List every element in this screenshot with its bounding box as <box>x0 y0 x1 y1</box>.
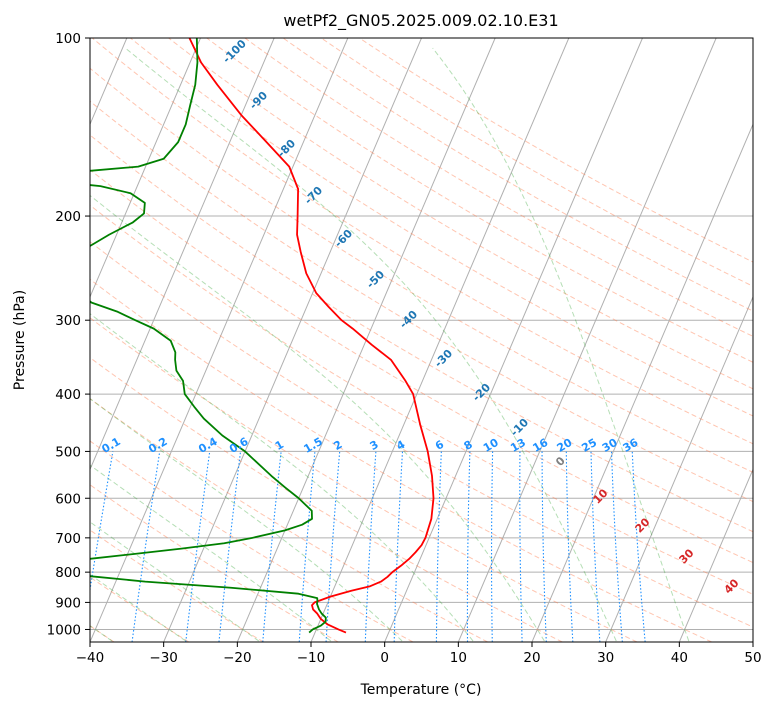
moist-adiabat-line <box>90 398 403 642</box>
x-tick-label: −10 <box>297 650 326 666</box>
dry-adiabat-line <box>90 100 753 503</box>
mixing-ratio-line <box>565 451 574 642</box>
dry-adiabat-line <box>90 440 414 642</box>
moist-adiabat-line <box>90 464 332 642</box>
dry-adiabat-line <box>90 169 753 564</box>
mixing-ratio-line <box>466 451 471 642</box>
y-axis-label: Pressure (hPa) <box>12 290 28 390</box>
mixing-ratio-line <box>491 451 494 642</box>
isotherm-line <box>384 38 643 642</box>
y-tick-label: 100 <box>55 31 81 47</box>
dewpoint-profile-line <box>90 38 327 634</box>
x-tick-label: −20 <box>223 650 252 666</box>
mixing-ratio-line <box>325 451 341 642</box>
x-tick-label: 0 <box>380 650 389 666</box>
y-tick-label: 500 <box>55 444 81 460</box>
plot-frame <box>89 37 754 643</box>
dry-adiabat-line <box>359 38 753 263</box>
x-tick-label: 50 <box>744 650 761 666</box>
isotherm-line <box>531 123 753 642</box>
dry-adiabat-line <box>90 529 264 642</box>
y-tick-label: 200 <box>55 209 81 225</box>
y-tick-label: 600 <box>55 491 81 507</box>
plot-area <box>90 38 753 642</box>
isotherm-line <box>90 38 275 471</box>
x-tick-label: −40 <box>76 650 105 666</box>
y-tick-label: 1000 <box>47 622 81 638</box>
mixing-ratio-line <box>298 451 316 642</box>
mixing-ratio-line <box>631 451 646 642</box>
moist-adiabat-line <box>90 194 545 642</box>
y-tick-label: 800 <box>55 565 81 581</box>
dry-adiabat-line <box>130 38 753 417</box>
sounding-profiles <box>90 38 435 634</box>
mixing-ratio-line <box>218 451 242 642</box>
dry-adiabat-line <box>244 38 753 337</box>
x-axis-label: Temperature (°C) <box>360 682 482 698</box>
moist-adiabat-line <box>90 573 187 642</box>
mixing-ratio-line <box>610 451 623 642</box>
x-tick-label: 10 <box>450 650 467 666</box>
isotherm-line <box>163 38 422 642</box>
moist-adiabat-line <box>432 47 690 642</box>
y-tick-label: 300 <box>55 313 81 329</box>
isotherm-line <box>90 38 201 299</box>
y-tick-label: 400 <box>55 387 81 403</box>
mixing-ratio-line <box>364 451 377 642</box>
mixing-ratio-line <box>541 451 547 642</box>
dry-adiabat-line <box>90 278 712 642</box>
dry-adiabat-line <box>206 38 753 363</box>
isotherm-line <box>605 295 753 642</box>
moist-adiabat-line <box>90 521 260 642</box>
axes: −40 −30 −20 −10 0 10 20 30 40 50 1000 900 800 700 600 5… <box>47 31 762 666</box>
isotherm-line <box>90 38 349 642</box>
dry-adiabat-line <box>90 204 753 595</box>
x-tick-label: 30 <box>597 650 614 666</box>
dry-adiabat-line <box>90 241 753 628</box>
isotherm-line <box>678 468 753 642</box>
isotherm-line <box>457 38 717 642</box>
mixing-ratio-line <box>590 451 601 642</box>
dry-adiabat-line <box>90 134 753 533</box>
chart-title: wetPf2_GN05.2025.009.02.10.E31 <box>283 11 558 31</box>
temperature-profile-line <box>188 38 435 634</box>
mixing-ratio-line <box>393 451 404 642</box>
x-tick-label: −30 <box>149 650 178 666</box>
mixing-ratio-line <box>519 451 523 642</box>
x-tick-label: 40 <box>671 650 688 666</box>
x-tick-label: 20 <box>523 650 540 666</box>
mixing-ratio-line <box>131 451 161 642</box>
moist-adiabat-line <box>90 313 474 642</box>
mixing-ratio-line <box>435 451 442 642</box>
dry-adiabat-line <box>90 484 339 642</box>
mixing-ratio-line <box>262 451 282 642</box>
y-tick-label: 700 <box>55 531 81 547</box>
dry-adiabat-line <box>320 38 753 287</box>
y-tick-label: 900 <box>55 595 81 611</box>
isotherm-line <box>310 38 570 642</box>
background-lines <box>90 38 753 642</box>
